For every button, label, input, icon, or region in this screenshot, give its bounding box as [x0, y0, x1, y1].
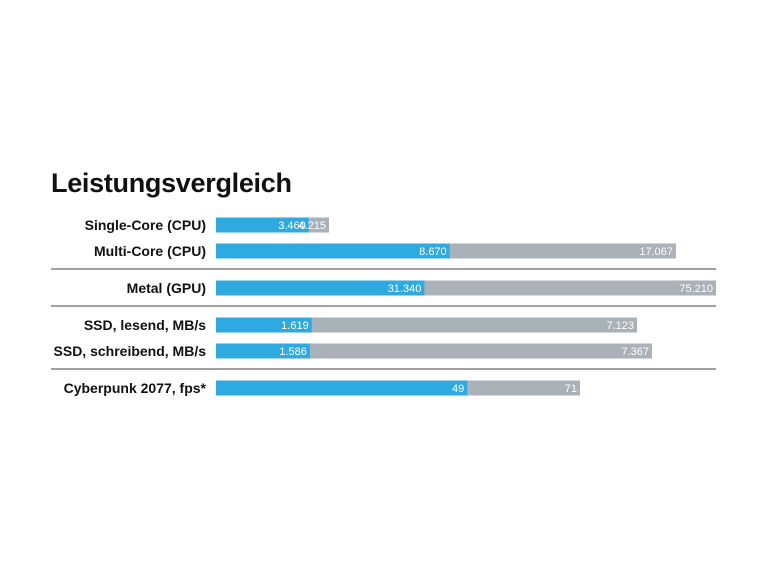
data-label-primary: 1.619: [281, 320, 309, 332]
bar-primary: [216, 317, 312, 333]
bar-secondary: [216, 317, 637, 333]
category-label: Metal (GPU): [127, 280, 206, 296]
bar-secondary: [216, 343, 652, 359]
bar-primary: [216, 280, 425, 296]
data-label-primary: 1.586: [279, 346, 307, 358]
category-label: SSD, lesend, MB/s: [84, 317, 206, 333]
category-label: Single-Core (CPU): [85, 217, 206, 233]
category-label: Cyberpunk 2077, fps*: [64, 380, 207, 396]
data-label-primary: 31.340: [388, 283, 422, 295]
data-label-secondary: 71: [565, 383, 577, 395]
data-label-secondary: 17.067: [639, 246, 673, 258]
bar-primary: [216, 217, 309, 233]
data-label-secondary: 75.210: [679, 283, 713, 295]
chart-title: Leistungsvergleich: [51, 168, 292, 198]
data-label-primary: 49: [452, 383, 464, 395]
category-label: SSD, schreibend, MB/s: [54, 343, 207, 359]
data-label-secondary: 7.123: [606, 320, 634, 332]
data-label-secondary: 7.367: [621, 346, 649, 358]
category-label: Multi-Core (CPU): [94, 243, 206, 259]
bar-primary: [216, 380, 468, 396]
data-label-secondary: 4.215: [298, 220, 326, 232]
bar-primary: [216, 343, 310, 359]
data-label-primary: 8.670: [419, 246, 447, 258]
bar-primary: [216, 243, 450, 259]
data-label-primary: 3.460: [278, 220, 306, 232]
